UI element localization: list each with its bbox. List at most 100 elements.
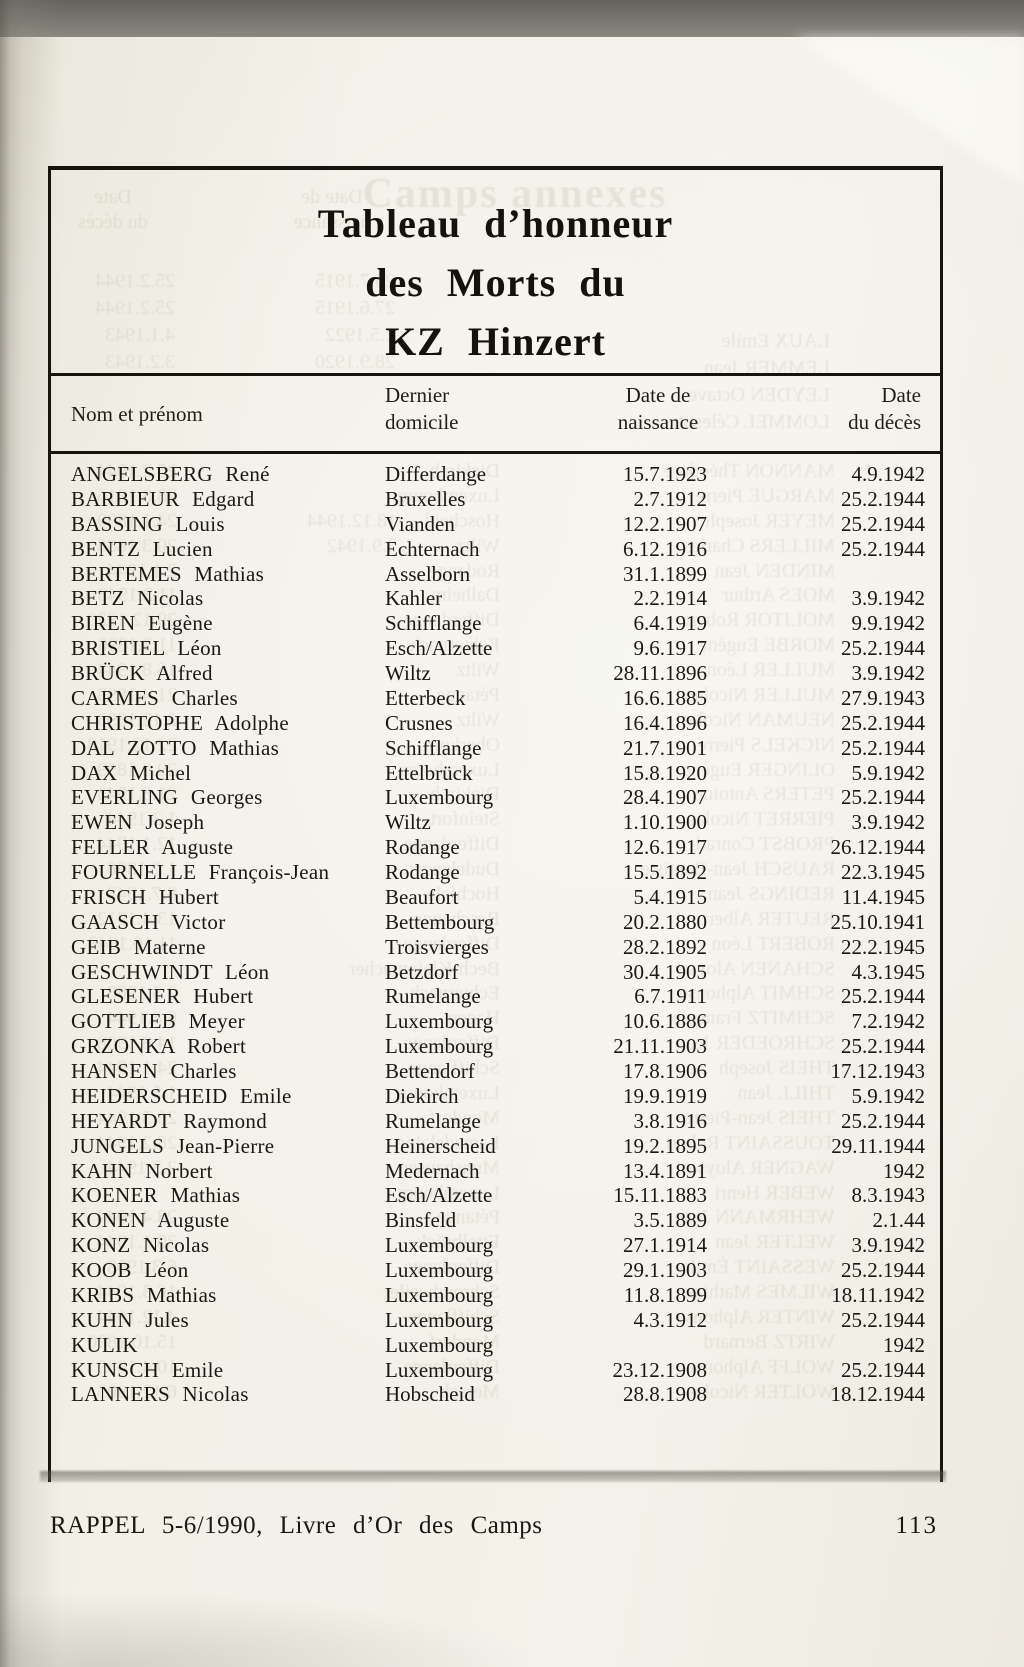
cell-name: KAHN Norbert (71, 1158, 213, 1183)
cell-birth-date: 20.2.1880 (623, 909, 707, 934)
cell-name: GRZONKA Robert (71, 1034, 247, 1059)
cell-name: BRISTIEL Léon (71, 636, 222, 661)
table-row: ANGELSBERG René Differdange 15.7.1923 4.9.1… (51, 462, 940, 487)
page-corner-highlight (794, 37, 1024, 187)
cell-birth-date: 15.7.1923 (623, 462, 707, 486)
cell-domicile: Luxembourg (385, 1034, 494, 1059)
cell-death-date: 17.12.1943 (830, 1059, 926, 1083)
cell-death-date: 25.2.1944 (841, 785, 925, 810)
cell-domicile: Luxembourg (385, 1357, 494, 1382)
cell-death-date: 22.2.1945 (841, 934, 925, 959)
cell-birth-date: 27.1.1914 (623, 1233, 707, 1258)
cell-name: DAL ZOTTO Mathias (71, 735, 280, 760)
cell-domicile: Luxembourg (385, 1282, 494, 1307)
table-row: BASSING Louis Vianden 12.2.1907 25.2.1944 (51, 512, 940, 537)
table-header: Nom et prénom Dernier domicile Date de n… (51, 377, 940, 451)
cell-name: KRIBS Mathias (71, 1282, 217, 1307)
cell-domicile: Troisvierges (385, 934, 489, 959)
cell-name: BIREN Eugène (71, 611, 213, 636)
cell-birth-date: 28.8.1908 (623, 1382, 707, 1407)
cell-death-date: 3.9.1942 (851, 586, 926, 611)
table-row: BIREN Eugène Schifflange 6.4.1919 9.9.1942 (51, 611, 940, 636)
table-rows: ANGELSBERG René Differdange 15.7.1923 4.9.1… (51, 462, 940, 1407)
cell-birth-date: 17.8.1906 (623, 1059, 707, 1083)
table-row: GRZONKA Robert Luxembourg 21.11.1903 25.2.1… (51, 1034, 940, 1059)
cell-name: KULIK (71, 1332, 138, 1357)
cell-death-date: 18.12.1944 (830, 1382, 926, 1407)
cell-name: CARMES Charles (71, 685, 238, 710)
cell-name: BASSING Louis (71, 511, 225, 536)
cell-birth-date: 6.7.1911 (634, 984, 707, 1009)
title-line-1: Tableau d’honneur (317, 201, 674, 246)
cell-death-date: 7.2.1942 (851, 1009, 926, 1034)
cell-domicile: Luxembourg (385, 785, 494, 810)
cell-name: ANGELSBERG René (71, 462, 270, 486)
cell-name: BERTEMES Mathias (71, 561, 265, 586)
cell-domicile: Luxembourg (385, 1332, 494, 1357)
cell-name: KOOB Léon (71, 1258, 189, 1282)
table-row: EWEN Joseph Wiltz 1.10.1900 3.9.1942 (51, 810, 940, 835)
cell-name: GESCHWINDT Léon (71, 959, 270, 984)
cell-birth-date: 12.2.1907 (623, 511, 707, 536)
cell-domicile: Heinerscheid (385, 1133, 496, 1158)
cell-domicile: Rodange (385, 835, 460, 860)
cell-death-date: 4.9.1942 (851, 462, 926, 486)
cell-birth-date: 16.6.1885 (623, 685, 707, 710)
table-row: JUNGELS Jean-Pierre Heinerscheid 19.2.1895… (51, 1134, 940, 1159)
cell-birth-date: 11.8.1899 (623, 1282, 707, 1307)
cell-death-date: 25.2.1944 (841, 1108, 925, 1133)
table-row: KRIBS Mathias Luxembourg 11.8.1899 18.11.19… (51, 1283, 940, 1308)
cell-domicile: Betzdorf (385, 959, 459, 984)
table-row: HANSEN Charles Bettendorf 17.8.1906 17.12.1… (51, 1059, 940, 1084)
cell-birth-date: 30.4.1905 (623, 959, 707, 984)
cell-name: KUNSCH Emile (71, 1357, 224, 1382)
cell-domicile: Schifflange (385, 611, 482, 636)
cell-death-date: 25.2.1944 (841, 1307, 925, 1332)
cell-birth-date: 2.7.1912 (633, 486, 708, 511)
table-row: KUNSCH Emile Luxembourg 23.12.1908 25.2.194… (51, 1358, 940, 1383)
cell-name: FOURNELLE François-Jean (71, 860, 330, 884)
cell-domicile: Medernach (385, 1158, 480, 1183)
cell-death-date: 8.3.1943 (851, 1183, 926, 1208)
cell-birth-date: 2.2.1914 (633, 586, 708, 611)
cell-name: GAASCH Victor (71, 909, 226, 934)
cell-birth-date: 5.4.1915 (633, 884, 708, 909)
table-row: KAHN Norbert Medernach 13.4.1891 1942 (51, 1159, 940, 1184)
cell-domicile: Diekirch (385, 1083, 459, 1108)
cell-death-date (707, 562, 940, 587)
scan-edge-top (0, 0, 1024, 37)
table-row: CARMES Charles Etterbeck 16.6.1885 27.9.194… (51, 686, 940, 711)
cell-domicile: Wiltz (385, 810, 431, 835)
cell-name: DAX Michel (71, 760, 192, 785)
table-row: GLESENER Hubert Rumelange 6.7.1911 25.2.194… (51, 984, 940, 1009)
cell-name: CHRISTOPHE Adolphe (71, 710, 289, 735)
cell-domicile: Rumelange (385, 1108, 481, 1133)
cell-domicile: Bettembourg (385, 909, 495, 934)
cell-name: GEIB Materne (71, 934, 206, 959)
cell-birth-date: 28.2.1892 (623, 934, 707, 959)
cell-birth-date: 13.4.1891 (623, 1158, 707, 1183)
table-row: DAL ZOTTO Mathias Schifflange 21.7.1901 25.… (51, 736, 940, 761)
cell-domicile: Wiltz (385, 661, 431, 685)
cell-domicile: Esch/Alzette (385, 636, 493, 661)
page-bottom-shadow (0, 1577, 1024, 1667)
divider-below-title (51, 373, 940, 376)
page-number: 113 (895, 1512, 938, 1539)
cell-name: BENTZ Lucien (71, 536, 213, 561)
cell-death-date: 3.9.1942 (851, 810, 926, 835)
cell-birth-date: 15.8.1920 (623, 760, 707, 785)
cell-death-date: 3.9.1942 (851, 661, 926, 685)
page-title: Tableau d’honneur des Morts du KZ Hinzer… (51, 194, 940, 371)
cell-birth-date: 16.4.1896 (623, 710, 707, 735)
cell-death-date: 25.2.1944 (841, 1034, 925, 1059)
table-row: LANNERS Nicolas Hobscheid 28.8.1908 18.12.1… (51, 1382, 940, 1407)
cell-death-date: 25.2.1944 (841, 1258, 925, 1282)
cell-domicile: Binsfeld (385, 1208, 457, 1233)
cell-domicile: Schifflange (385, 735, 482, 760)
divider-below-header (51, 451, 940, 454)
table-row: FRISCH Hubert Beaufort 5.4.1915 11.4.1945 (51, 885, 940, 910)
cell-birth-date: 4.3.1912 (633, 1307, 708, 1332)
cell-death-date: 5.9.1942 (851, 760, 926, 785)
cell-domicile: Rumelange (385, 984, 481, 1009)
